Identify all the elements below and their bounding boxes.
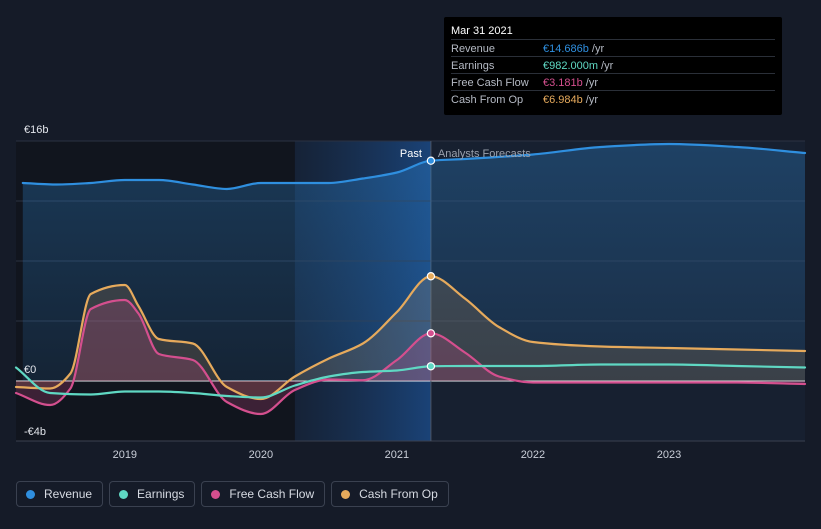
data-point-cash-from-op	[426, 272, 436, 281]
x-tick-label: 2023	[657, 449, 681, 461]
y-tick-label: €16b	[24, 124, 48, 136]
past-label: Past	[400, 148, 422, 160]
legend-item-cash-from-op[interactable]: Cash From Op	[331, 481, 449, 507]
tooltip-value-number: €3.181b	[543, 77, 583, 89]
tooltip-row-revenue: Revenue €14.686b/yr	[451, 39, 775, 56]
tooltip-unit: /yr	[585, 94, 598, 106]
legend-item-earnings[interactable]: Earnings	[109, 481, 196, 507]
legend-dot-icon	[341, 489, 351, 499]
tooltip-value: €3.181b/yr	[543, 77, 598, 89]
series-area-cash-from-op	[16, 276, 805, 399]
legend-label: Earnings	[137, 487, 185, 501]
tooltip-unit: /yr	[585, 77, 598, 89]
legend-dot-icon	[119, 489, 129, 499]
y-tick-label: -€4b	[24, 426, 46, 438]
tooltip-row-cash-from-op: Cash From Op €6.984b/yr	[451, 90, 775, 107]
tooltip-unit: /yr	[601, 60, 614, 72]
legend-item-free-cash-flow[interactable]: Free Cash Flow	[201, 481, 326, 507]
legend: Revenue Earnings Free Cash Flow Cash Fro…	[16, 481, 449, 509]
tooltip-label: Revenue	[451, 43, 496, 55]
tooltip-value: €982.000m/yr	[543, 60, 613, 72]
tooltip-label: Cash From Op	[451, 94, 524, 106]
tooltip: Mar 31 2021 Revenue €14.686b/yr Earnings…	[444, 17, 782, 115]
legend-label: Revenue	[44, 487, 93, 501]
tooltip-value: €6.984b/yr	[543, 94, 598, 106]
data-point-free-cash-flow	[426, 329, 436, 338]
tooltip-value: €14.686b/yr	[543, 43, 604, 55]
data-point-earnings	[426, 362, 436, 371]
series-line-revenue	[21, 142, 807, 191]
tooltip-row-earnings: Earnings €982.000m/yr	[451, 56, 775, 73]
series-line-earnings	[14, 363, 807, 399]
x-tick-label: 2019	[113, 449, 137, 461]
tooltip-value-number: €14.686b	[543, 43, 589, 55]
y-tick-label: €0	[24, 364, 36, 376]
tooltip-row-free-cash-flow: Free Cash Flow €3.181b/yr	[451, 73, 775, 90]
tooltip-label: Earnings	[451, 60, 495, 72]
forecast-label: Analysts Forecasts	[438, 148, 531, 160]
series-line-free-cash-flow	[14, 298, 807, 416]
x-tick-label: 2021	[385, 449, 409, 461]
legend-dot-icon	[211, 489, 221, 499]
legend-item-revenue[interactable]: Revenue	[16, 481, 104, 507]
x-tick-label: 2020	[249, 449, 273, 461]
tooltip-value-number: €6.984b	[543, 94, 583, 106]
legend-dot-icon	[26, 489, 35, 499]
x-tick-label: 2022	[521, 449, 545, 461]
data-point-revenue	[426, 156, 436, 165]
tooltip-label: Free Cash Flow	[451, 77, 529, 89]
legend-label: Free Cash Flow	[229, 487, 315, 501]
series-line-cash-from-op	[14, 275, 807, 401]
tooltip-date: Mar 31 2021	[451, 25, 513, 37]
tooltip-unit: /yr	[591, 43, 605, 55]
series-area-revenue	[22, 144, 806, 381]
tooltip-value-number: €982.000m	[543, 60, 599, 72]
legend-label: Cash From Op	[359, 487, 438, 501]
